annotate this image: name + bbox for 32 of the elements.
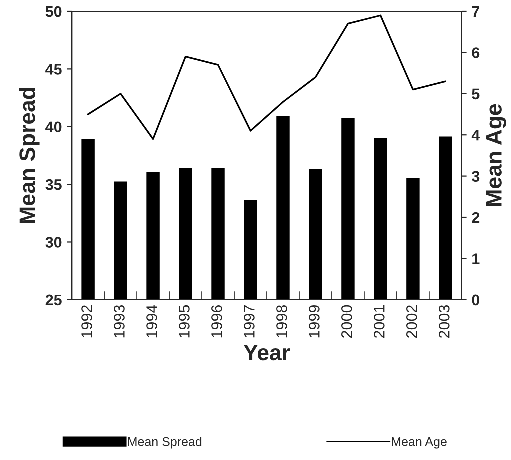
x-axis-title: Year (244, 345, 290, 361)
x-tick-label: 2001 (374, 306, 385, 338)
x-tick-label: 1992 (82, 306, 92, 338)
y2-tick-label: 7 (472, 6, 480, 18)
y-tick-label: 40 (46, 122, 62, 133)
y2-tick-label: 6 (472, 48, 480, 58)
x-tick-label: 2000 (342, 305, 352, 338)
y-tick-label: 25 (46, 294, 62, 306)
line-series (87, 14, 447, 140)
y-tick-label: 50 (46, 6, 62, 18)
legend-label: Mean Age (392, 438, 447, 449)
y2-tick-label: 1 (472, 254, 480, 264)
x-tick-label: 1998 (276, 305, 288, 338)
y-tick-label: 35 (46, 179, 62, 190)
y2-tick-label: 2 (472, 212, 480, 224)
y-tick-label: 45 (46, 64, 62, 75)
y2-tick-label: 5 (472, 88, 480, 100)
legend-label: Mean Spread (128, 437, 202, 449)
x-tick-label: 1999 (309, 306, 320, 338)
x-tick-label: 1995 (179, 305, 190, 338)
y2-tick-label: 3 (472, 171, 480, 182)
x-tick-label: 2003 (438, 305, 450, 338)
y2-tick-label: 0 (472, 294, 480, 306)
x-tick-label: 1994 (146, 305, 158, 338)
x-tick-label: 1996 (212, 305, 222, 338)
y2-axis-title: Mean Age (486, 104, 506, 206)
y-axis-title: Mean Spread (19, 88, 40, 224)
x-tick-label: 1997 (244, 306, 255, 338)
x-tick-label: 2002 (406, 306, 418, 338)
y2-tick-label: 4 (472, 130, 480, 141)
x-tick-label: 1993 (114, 305, 125, 338)
y-tick-label: 30 (46, 237, 62, 248)
